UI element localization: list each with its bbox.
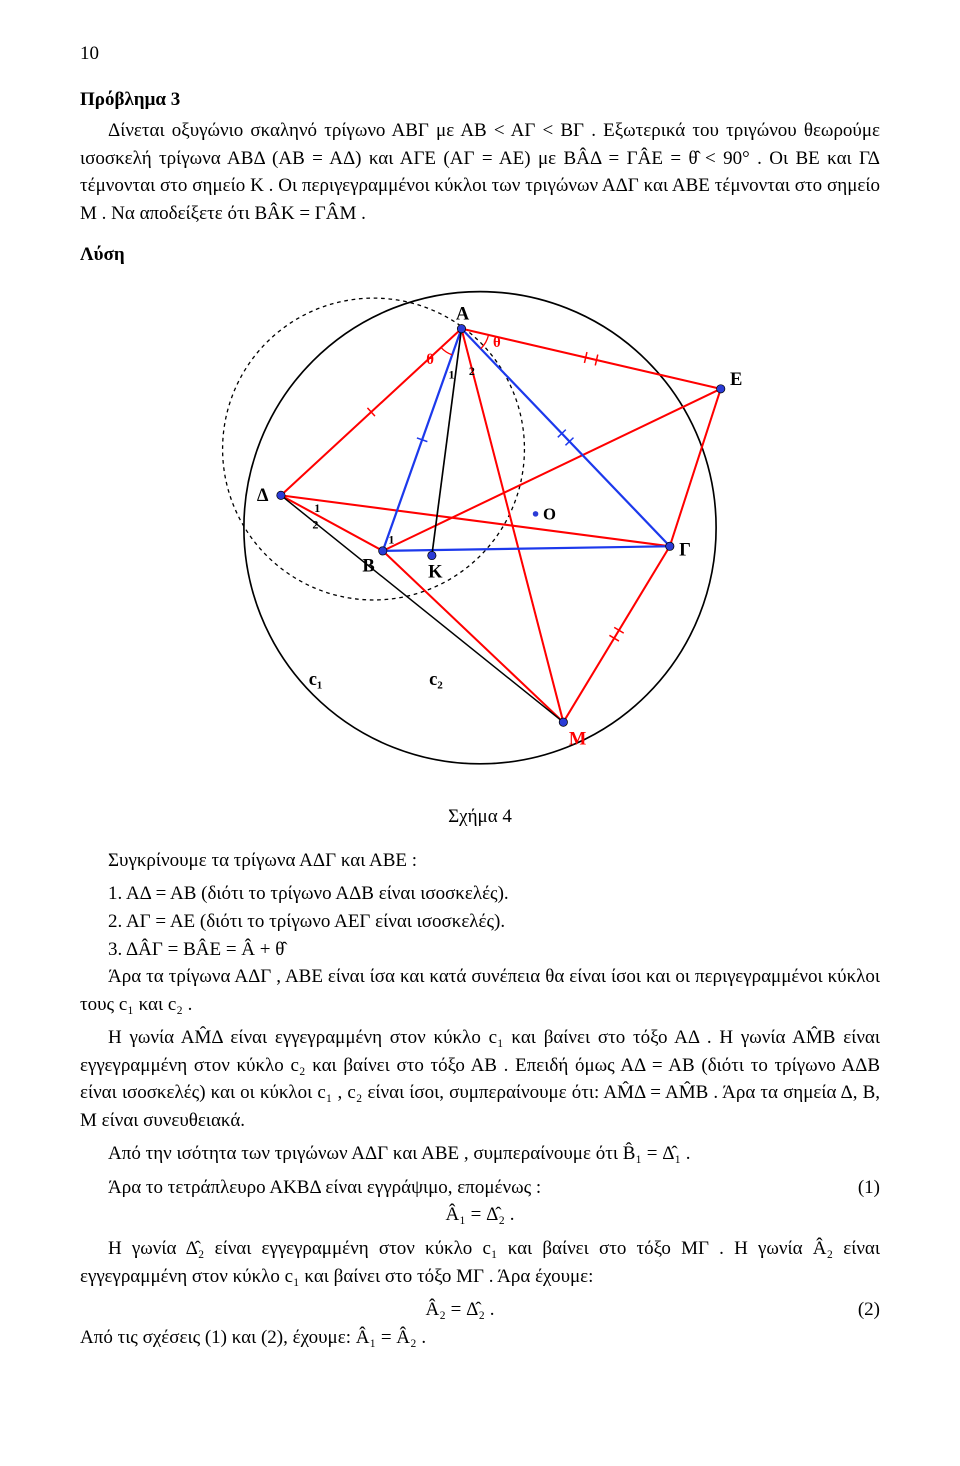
para-d2: Η γωνία Δ̂₂ είναι εγγεγραμμένη στον κύκλ… [80,1235,880,1290]
para-akbd: Άρα το τετράπλευρο ΑΚΒΔ είναι εγγράψιμο,… [80,1174,840,1202]
svg-text:c₁: c₁ [309,670,323,690]
list-item-2: 2. ΑΓ = ΑΕ (διότι το τρίγωνο ΑΕΓ είναι ι… [80,908,880,936]
para-equal-bd: Από την ισότητα των τριγώνων ΑΔΓ και ΑΒΕ… [80,1140,880,1168]
consequence-1: Άρα τα τρίγωνα ΑΔΓ , ΑΒΕ είναι ίσα και κ… [80,963,880,1018]
svg-text:Δ: Δ [257,486,269,506]
eq1-center: Â₁ = Δ̂₂ . [80,1201,880,1229]
svg-text:Α: Α [456,304,470,324]
svg-text:θ: θ [426,352,434,368]
page-number: 10 [80,40,880,68]
svg-text:1: 1 [388,532,394,546]
problem-statement: Δίνεται οξυγώνιο σκαληνό τρίγωνο ΑΒΓ με … [80,117,880,227]
svg-text:2: 2 [312,517,318,531]
figure-container: θθ12121OΑΒΓΔΕΚΜc₁c₂ [80,287,880,796]
solution-heading: Λύση [80,241,880,269]
eq-line-2: Â₂ = Δ̂₂ . (2) [80,1296,880,1324]
para-amd: Η γωνία ΑM̂Δ είναι εγγεγραμμένη στον κύκ… [80,1024,880,1134]
eq2-label: (2) [840,1296,880,1324]
svg-text:Μ: Μ [569,729,586,749]
compare-intro: Συγκρίνουμε τα τρίγωνα ΑΔΓ και ΑΒΕ : [80,847,880,875]
final-line: Από τις σχέσεις (1) και (2), έχουμε: Â₁ … [80,1324,880,1352]
svg-text:1: 1 [449,367,455,381]
list-item-1: 1. ΑΔ = ΑΒ (διότι το τρίγωνο ΑΔΒ είναι ι… [80,880,880,908]
svg-text:Κ: Κ [428,563,443,583]
svg-text:Γ: Γ [679,540,691,560]
svg-text:θ: θ [493,335,501,351]
eq-line-1: Άρα το τετράπλευρο ΑΚΒΔ είναι εγγράψιμο,… [80,1174,880,1202]
eq2-center: Â₂ = Δ̂₂ . [80,1296,840,1324]
geometry-figure: θθ12121OΑΒΓΔΕΚΜc₁c₂ [200,287,760,787]
svg-text:c₂: c₂ [429,670,443,690]
page: 10 Πρόβλημα 3 Δίνεται οξυγώνιο σκαληνό τ… [0,0,960,1417]
svg-text:Β: Β [362,556,374,576]
svg-text:Ε: Ε [730,370,742,390]
svg-text:2: 2 [469,364,475,378]
svg-text:O: O [543,504,556,523]
svg-text:1: 1 [314,501,320,515]
list-item-3: 3. ΔÂΓ = ΒÂΕ = Â + θ̂ [80,936,880,964]
problem-heading: Πρόβλημα 3 [80,86,880,114]
figure-caption: Σχήμα 4 [80,803,880,831]
eq1-label: (1) [840,1174,880,1202]
